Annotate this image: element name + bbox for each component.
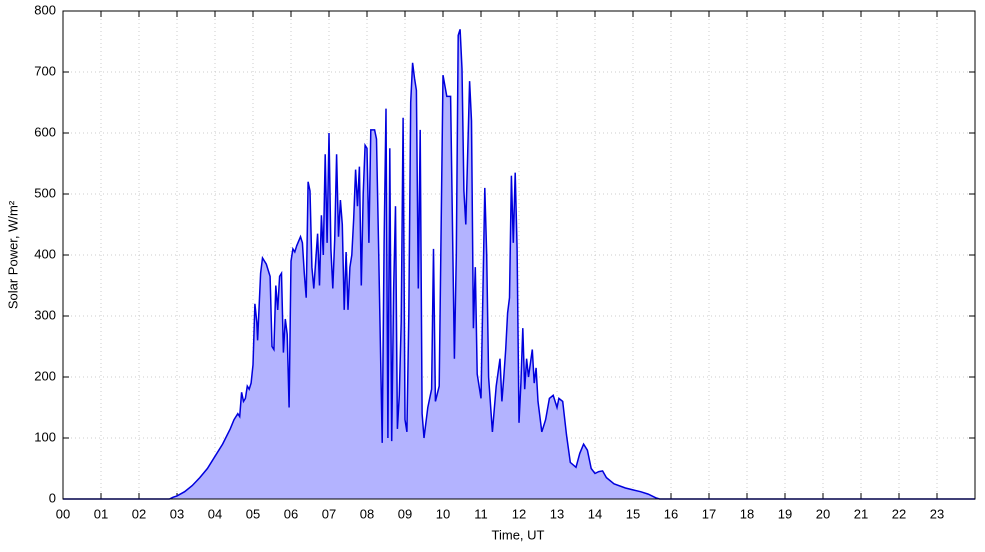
y-tick-label: 100 (34, 429, 56, 444)
x-tick-label: 13 (550, 506, 564, 521)
x-axis-label: Time, UT (492, 527, 545, 542)
x-tick-label: 21 (854, 506, 868, 521)
x-tick-label: 20 (816, 506, 830, 521)
y-tick-label: 300 (34, 307, 56, 322)
x-tick-label: 16 (664, 506, 678, 521)
x-tick-label: 05 (246, 506, 260, 521)
x-tick-label: 09 (398, 506, 412, 521)
x-tick-label: 17 (702, 506, 716, 521)
y-tick-label: 0 (49, 490, 56, 505)
area (63, 29, 975, 500)
x-tick-label: 15 (626, 506, 640, 521)
y-tick-label: 200 (34, 368, 56, 383)
x-tick-label: 08 (360, 506, 374, 521)
x-tick-label: 14 (588, 506, 602, 521)
x-tick-label: 02 (132, 506, 146, 521)
plot-frame (62, 10, 976, 500)
y-tick-label: 400 (34, 246, 56, 261)
x-tick-label: 00 (56, 506, 70, 521)
x-tick-label: 06 (284, 506, 298, 521)
x-tick-label: 18 (740, 506, 754, 521)
x-tick-label: 23 (930, 506, 944, 521)
x-tick-label: 12 (512, 506, 526, 521)
x-tick-label: 04 (208, 506, 222, 521)
x-tick-label: 10 (436, 506, 450, 521)
x-tick-label: 07 (322, 506, 336, 521)
x-tick-label: 22 (892, 506, 906, 521)
x-tick-label: 19 (778, 506, 792, 521)
y-tick-label: 600 (34, 124, 56, 139)
y-tick-label: 500 (34, 185, 56, 200)
x-tick-label: 03 (170, 506, 184, 521)
y-tick-label: 700 (34, 63, 56, 78)
line (63, 29, 975, 500)
x-tick-label: 11 (474, 506, 488, 521)
y-axis-label: Solar Power, W/m² (5, 200, 20, 309)
y-tick-label: 800 (34, 2, 56, 17)
x-tick-label: 01 (94, 506, 108, 521)
